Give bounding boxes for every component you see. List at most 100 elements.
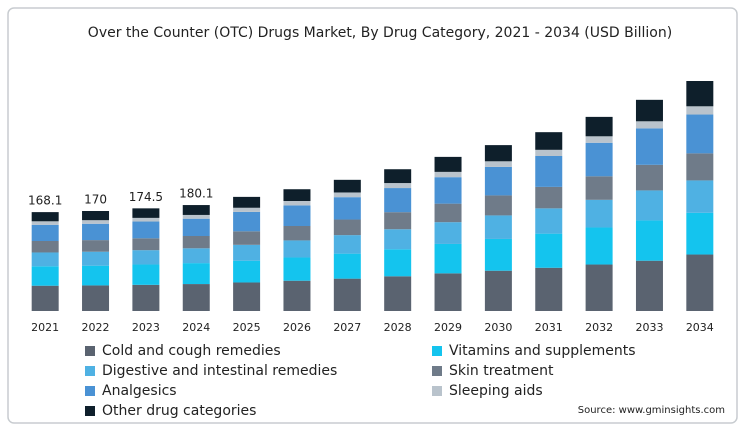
bar-segment	[484, 161, 512, 167]
x-tick-label: 2022	[82, 321, 110, 334]
bar-segment	[182, 218, 210, 236]
source: Source: www.gminsights.com	[578, 405, 725, 416]
bar-segment	[132, 250, 160, 265]
bar-segment	[233, 231, 261, 245]
bar-segment	[585, 199, 613, 228]
legend-label: Vitamins and supplements	[449, 343, 636, 359]
bar-segment	[31, 241, 59, 253]
bar-segment	[686, 106, 714, 115]
bar-segment	[484, 215, 512, 239]
bar-segment	[82, 211, 110, 221]
bar-segment	[585, 264, 613, 311]
bar-segment	[132, 208, 160, 218]
bar-segment	[82, 265, 110, 286]
x-tick-label: 2029	[434, 321, 462, 334]
bar-segment	[283, 257, 311, 281]
legend-swatch	[432, 386, 442, 396]
bar-segment	[535, 156, 563, 187]
bar-segment	[384, 188, 412, 213]
bar-segment	[132, 221, 160, 239]
bar-segment	[182, 214, 210, 219]
bar-segment	[233, 260, 261, 283]
bar-segment	[333, 179, 361, 193]
bar-segment	[686, 114, 714, 154]
bar-segment	[333, 219, 361, 236]
bar-segment	[635, 121, 663, 129]
bar-segment	[82, 240, 110, 252]
bar-segment	[333, 278, 361, 311]
bar-segment	[434, 243, 462, 274]
bar-segment	[484, 238, 512, 271]
bar-segment	[585, 116, 613, 137]
bar-segment	[535, 186, 563, 209]
bar-segment	[384, 249, 412, 277]
bar-segment	[635, 220, 663, 261]
x-tick-label: 2028	[384, 321, 412, 334]
x-tick-label: 2026	[283, 321, 311, 334]
x-tick-label: 2024	[182, 321, 210, 334]
legend-label: Other drug categories	[102, 403, 256, 419]
x-tick-label: 2025	[233, 321, 261, 334]
bar-segment	[182, 248, 210, 264]
bar-segment	[182, 236, 210, 249]
bar-segment	[333, 192, 361, 198]
bar-segment	[635, 260, 663, 311]
legend-swatch	[85, 346, 95, 356]
bar-segment	[635, 99, 663, 122]
bar-segment	[182, 263, 210, 285]
bar-segment	[484, 145, 512, 162]
x-tick-label: 2034	[686, 321, 714, 334]
frame	[7, 7, 738, 424]
bar-segment	[434, 171, 462, 178]
legend-label: Cold and cough remedies	[102, 343, 281, 359]
bar-segment	[384, 229, 412, 250]
legend-swatch	[85, 386, 95, 396]
bar-segment	[283, 240, 311, 258]
bar-segment	[585, 227, 613, 265]
legend-label: Analgesics	[102, 383, 177, 399]
bar-segment	[635, 164, 663, 191]
bar-segment	[434, 156, 462, 172]
bar-segment	[535, 149, 563, 156]
bar-segment	[233, 211, 261, 232]
bar-segment	[132, 264, 160, 285]
total-label: 168.1	[28, 194, 62, 208]
bar-segment	[233, 207, 261, 212]
bar-segment	[434, 222, 462, 244]
bar-segment	[82, 220, 110, 224]
bar-segment	[333, 235, 361, 254]
bar-segment	[434, 273, 462, 311]
bar-segment	[384, 183, 412, 189]
bar-segment	[434, 177, 462, 204]
bar-segment	[233, 196, 261, 208]
total-label: 180.1	[179, 187, 213, 201]
bar-segment	[132, 238, 160, 251]
bar-segment	[283, 205, 311, 226]
bar-segment	[585, 176, 613, 200]
total-label: 170	[84, 193, 107, 207]
bar-segment	[535, 233, 563, 268]
legend-label: Skin treatment	[449, 363, 554, 379]
bar-segment	[686, 153, 714, 181]
bar-segment	[484, 166, 512, 196]
x-tick-label: 2032	[585, 321, 613, 334]
bar-segment	[82, 223, 110, 241]
bar-segment	[283, 280, 311, 311]
bar-segment	[333, 197, 361, 220]
bar-segment	[31, 212, 59, 222]
bar-segment	[585, 142, 613, 177]
bar-segment	[686, 212, 714, 255]
bar-segment	[283, 189, 311, 201]
bar-segment	[233, 244, 261, 261]
total-label: 174.5	[129, 190, 163, 204]
chart-title: Over the Counter (OTC) Drugs Market, By …	[88, 25, 672, 41]
bar-segment	[686, 180, 714, 213]
bar-segment	[132, 284, 160, 311]
bar-segment	[82, 251, 110, 266]
bar-segment	[535, 208, 563, 234]
bar-segment	[535, 132, 563, 150]
bar-segment	[635, 190, 663, 221]
x-tick-label: 2021	[31, 321, 59, 334]
bar-segment	[434, 203, 462, 223]
x-tick-label: 2023	[132, 321, 160, 334]
